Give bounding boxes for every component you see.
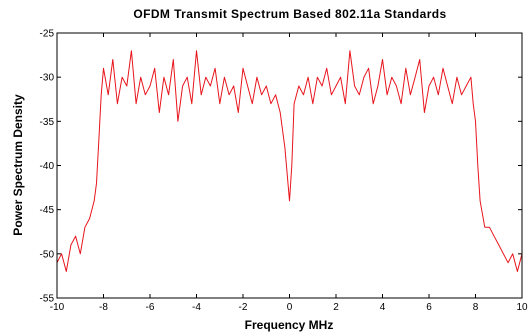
plot-frame xyxy=(56,32,523,299)
x-tick-label: 0 xyxy=(287,302,293,313)
y-tick-label: -40 xyxy=(40,161,55,172)
x-tick-label: -10 xyxy=(50,302,65,313)
spectrum-series-line xyxy=(56,50,523,272)
y-axis-label: Power Spectrum Density xyxy=(11,94,25,236)
plot-area xyxy=(56,50,523,272)
x-tick-label: 8 xyxy=(473,302,479,313)
axis-ticks: -10 -8 -6 -4 -2 0 2 4 6 8 10 -25 -30 -35 -40 -45 -50 -55 xyxy=(40,29,528,314)
x-tick-label: 2 xyxy=(333,302,339,313)
x-tick-label: -6 xyxy=(146,302,155,313)
y-tick-label: -35 xyxy=(40,117,55,128)
y-tick-label: -30 xyxy=(40,73,55,84)
chart-title: OFDM Transmit Spectrum Based 802.11a Sta… xyxy=(133,7,446,21)
x-tick-label: 6 xyxy=(426,302,432,313)
x-tick-label: 4 xyxy=(380,302,386,313)
x-tick-label: 10 xyxy=(516,302,528,313)
y-tick-label: -55 xyxy=(40,294,55,305)
x-axis-label: Frequency MHz xyxy=(245,318,334,332)
y-tick-label: -50 xyxy=(40,249,55,260)
x-tick-label: -4 xyxy=(192,302,201,313)
y-tick-label: -45 xyxy=(40,205,55,216)
x-tick-label: -8 xyxy=(99,302,108,313)
y-tick-label: -25 xyxy=(40,29,55,40)
x-tick-label: -2 xyxy=(239,302,248,313)
